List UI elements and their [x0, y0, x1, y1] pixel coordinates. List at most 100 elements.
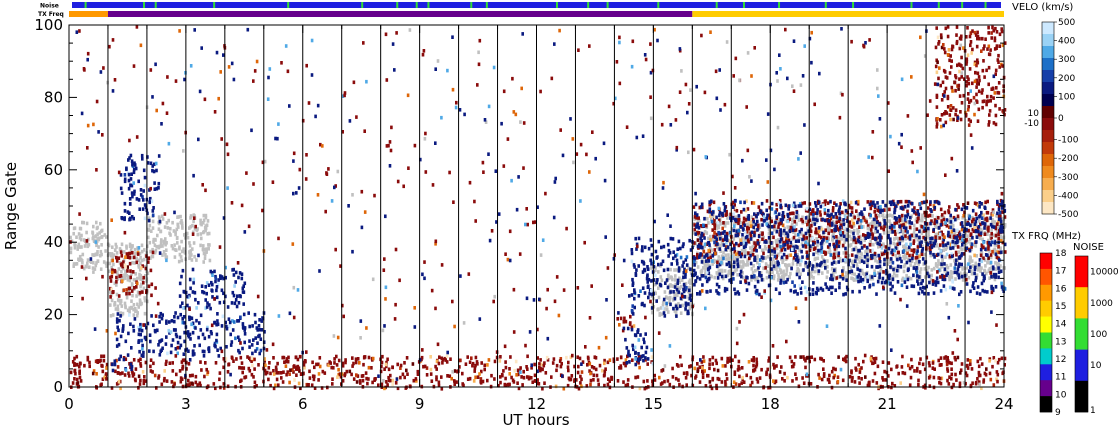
- echo-cell: [536, 378, 539, 382]
- echo-cell: [243, 340, 246, 345]
- echo-cell: [500, 372, 504, 377]
- echo-cell: [933, 241, 937, 246]
- echo-cell: [178, 245, 181, 249]
- echo-cell: [682, 260, 685, 265]
- echo-cell: [998, 202, 1002, 207]
- echo-cell: [696, 265, 700, 269]
- echo-cell: [820, 227, 824, 232]
- echo-cell: [822, 203, 825, 208]
- echo-cell: [240, 361, 244, 365]
- echo-cell: [890, 367, 893, 372]
- echo-cell: [207, 349, 211, 354]
- echo-cell: [714, 235, 717, 240]
- echo-cell: [1000, 356, 1004, 361]
- echo-cell: [966, 75, 969, 79]
- echo-cell: [377, 383, 380, 387]
- echo-cell: [925, 284, 928, 289]
- echo-cell: [995, 214, 999, 218]
- echo-cell: [115, 245, 118, 249]
- echo-cell: [836, 237, 840, 242]
- echo-cell: [120, 312, 124, 317]
- echo-cell: [646, 285, 650, 289]
- echo-cell: [765, 199, 769, 203]
- echo-cell: [283, 360, 286, 364]
- echo-cell: [784, 263, 787, 267]
- echo-cell: [793, 225, 796, 229]
- echo-cell: [127, 274, 130, 279]
- echo-cell: [980, 210, 983, 215]
- noise-strip-mark: [910, 2, 913, 8]
- echo-cell: [440, 387, 444, 391]
- echo-cell: [973, 112, 976, 117]
- echo-cell: [120, 254, 124, 258]
- echo-cell: [483, 363, 486, 368]
- echo-cell: [580, 384, 583, 389]
- echo-cell: [987, 238, 990, 243]
- echo-cell: [804, 264, 808, 268]
- echo-cell: [636, 357, 639, 361]
- echo-cell: [144, 379, 148, 383]
- echo-cell: [512, 380, 516, 384]
- echo-cell: [787, 204, 791, 208]
- echo-cell: [128, 156, 131, 160]
- echo-cell: [81, 220, 84, 225]
- echo-cell: [687, 266, 690, 271]
- echo-cell: [697, 216, 700, 220]
- echo-cell: [330, 365, 333, 370]
- echo-cell: [581, 360, 585, 364]
- echo-cell: [91, 230, 94, 235]
- echo-cell: [214, 361, 218, 365]
- echo-cell: [115, 251, 119, 255]
- echo-cell: [158, 216, 161, 221]
- echo-cell: [810, 212, 813, 216]
- echo-cell: [682, 242, 685, 246]
- echo-cell: [888, 207, 891, 212]
- echo-cell: [643, 245, 647, 250]
- echo-cell: [716, 242, 719, 246]
- echo-cell: [267, 366, 271, 370]
- echo-cell: [945, 362, 949, 367]
- echo-cell: [143, 375, 146, 379]
- echo-cell: [73, 246, 77, 250]
- echo-cell: [815, 291, 818, 296]
- echo-cell: [637, 361, 640, 365]
- echo-cell: [701, 366, 704, 370]
- echo-cell: [164, 253, 167, 257]
- echo-cell: [915, 220, 919, 224]
- echo-cell: [504, 365, 508, 370]
- echo-cell: [792, 256, 796, 260]
- echo-cell: [191, 230, 195, 235]
- echo-cell: [122, 250, 126, 254]
- echo-cell: [939, 223, 943, 227]
- echo-cell: [950, 361, 953, 366]
- echo-cell: [737, 243, 741, 248]
- echo-cell: [677, 364, 680, 368]
- echo-cell: [88, 265, 91, 269]
- echo-cell: [954, 372, 957, 377]
- echo-cell: [132, 181, 135, 185]
- echo-cell: [618, 323, 621, 327]
- echo-cell: [732, 260, 736, 265]
- echo-cell: [862, 359, 865, 364]
- echo-cell: [128, 291, 131, 296]
- echo-cell: [189, 224, 192, 229]
- echo-cell: [255, 384, 258, 388]
- echo-cell: [499, 375, 502, 379]
- echo-cell: [555, 368, 558, 373]
- echo-cell: [130, 191, 134, 195]
- echo-cell: [857, 229, 861, 234]
- echo-cell: [975, 100, 979, 104]
- echo-cell: [656, 278, 659, 282]
- echo-cell: [513, 368, 516, 373]
- echo-cell: [134, 307, 137, 311]
- echo-cell: [128, 261, 132, 266]
- echo-region-ground: [69, 220, 111, 271]
- echo-cell: [533, 373, 537, 378]
- echo-cell: [152, 349, 155, 354]
- echo-cell: [159, 240, 163, 245]
- echo-cell: [206, 325, 209, 330]
- echo-cell: [896, 242, 900, 247]
- echo-cell: [919, 206, 923, 211]
- echo-cell: [946, 233, 950, 238]
- echo-cell: [858, 260, 861, 264]
